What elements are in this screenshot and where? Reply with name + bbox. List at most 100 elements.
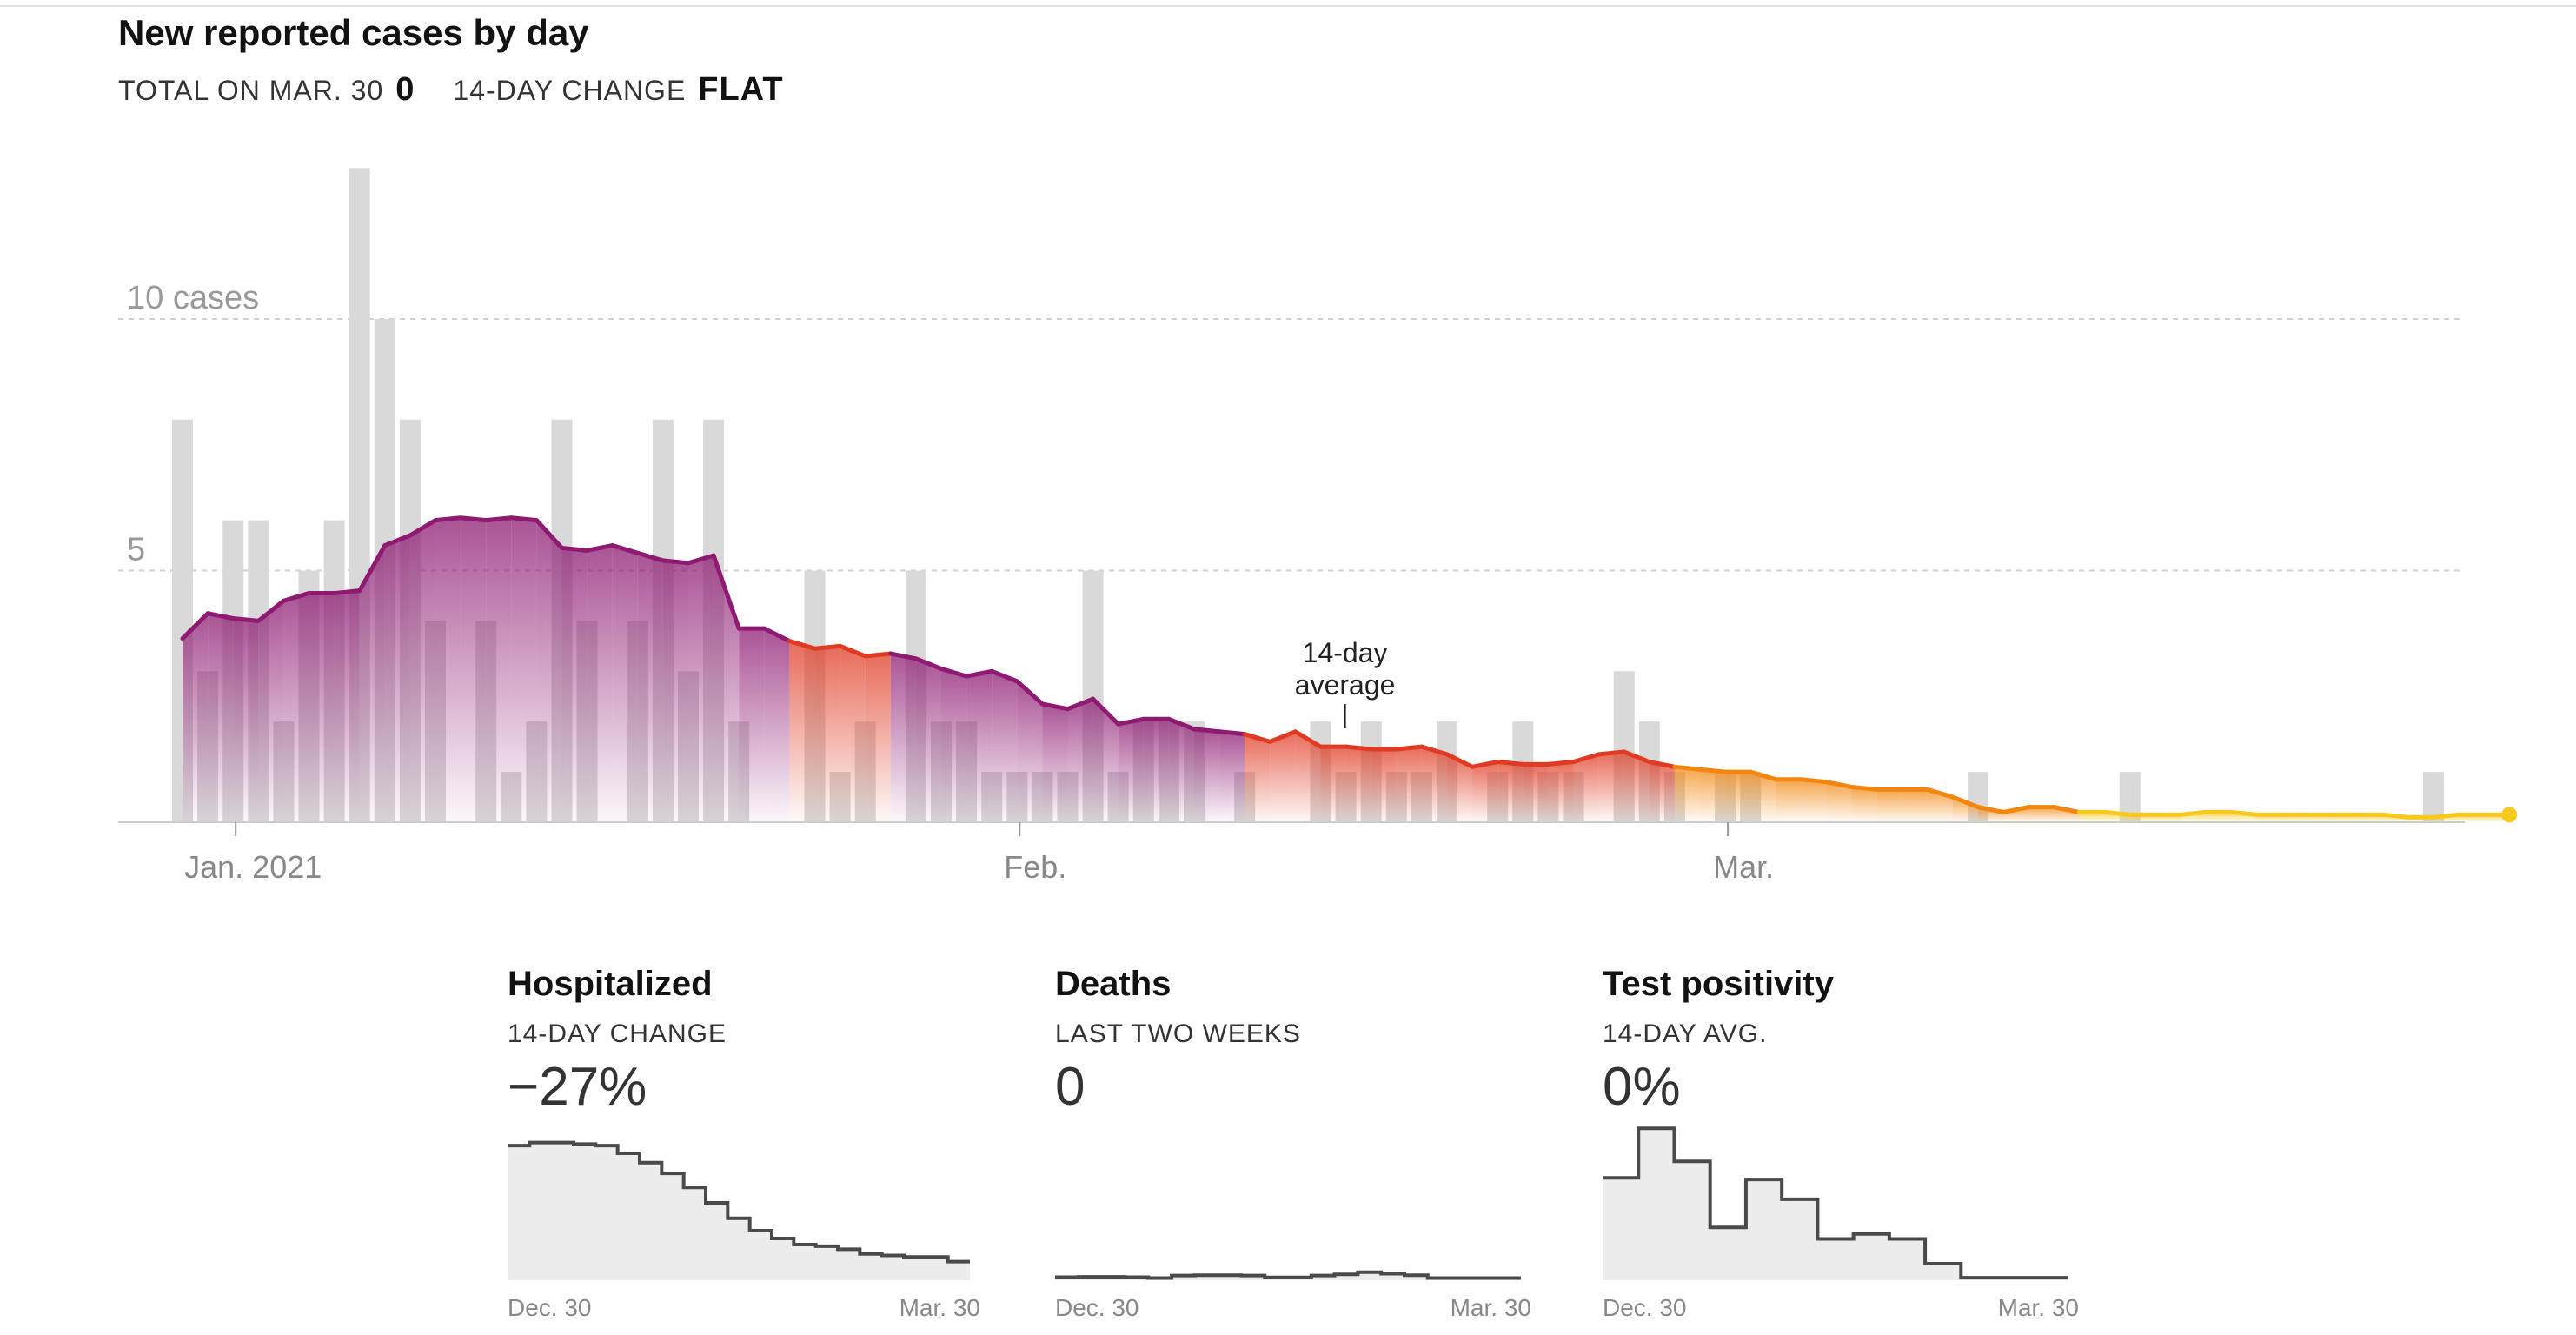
- average-area-segment: [359, 545, 385, 822]
- hospitalized-end-label: Mar. 30: [900, 1294, 980, 1321]
- average-line-segment: [281, 591, 311, 603]
- hospitalized-value: −27%: [508, 1057, 647, 1117]
- deaths-value: 0: [1055, 1057, 1086, 1117]
- average-line-segment: [1824, 780, 1855, 789]
- average-area-segment: [1472, 761, 1498, 822]
- average-area-segment: [1953, 797, 1979, 822]
- average-area-segment: [1826, 781, 1852, 822]
- average-area-segment: [739, 628, 765, 822]
- hospitalized-subtitle: 14-DAY CHANGE: [508, 1020, 727, 1048]
- total-label: TOTAL ON MAR. 30: [118, 75, 384, 106]
- average-line-segment: [1849, 784, 1880, 792]
- average-area-segment: [814, 646, 840, 822]
- average-line-segment: [888, 651, 919, 661]
- test-positivity-subtitle: 14-DAY AVG.: [1603, 1020, 1768, 1048]
- average-line-segment: [1647, 760, 1677, 769]
- average-line-segment: [787, 639, 817, 651]
- average-area-segment: [1876, 789, 1902, 822]
- average-area-segment: [1168, 719, 1194, 822]
- average-line-segment: [1344, 744, 1374, 752]
- average-line-segment: [1798, 777, 1829, 785]
- average-line-segment: [560, 545, 590, 553]
- deaths-title: Deaths: [1055, 965, 1172, 1003]
- average-area-segment: [1219, 731, 1245, 822]
- average-area-segment: [208, 613, 234, 822]
- average-area-segment: [1700, 769, 1726, 822]
- average-line-segment: [408, 518, 438, 538]
- average-line-segment: [661, 558, 691, 566]
- test-positivity-panel: Test positivity 14-DAY AVG. 0%: [1603, 965, 2089, 1118]
- average-line-segment: [2102, 809, 2133, 817]
- average-area-segment: [511, 517, 537, 822]
- total-value: 0: [395, 71, 415, 108]
- hospitalized-area: [508, 1142, 970, 1280]
- average-line-segment: [964, 668, 994, 679]
- average-line-segment: [635, 550, 666, 563]
- average-area-segment: [992, 671, 1018, 822]
- average-area-segment: [461, 517, 487, 822]
- average-area-segment: [536, 520, 562, 822]
- x-tick-label: Feb.: [1004, 849, 1066, 885]
- latest-average-dot: [2501, 807, 2518, 823]
- average-area-segment: [1345, 747, 1371, 822]
- average-area-segment: [587, 545, 613, 822]
- average-area-segment: [183, 613, 209, 822]
- average-line-segment: [838, 643, 868, 659]
- average-area-segment: [258, 601, 284, 822]
- average-line-segment: [332, 588, 362, 596]
- average-area-segment: [1447, 754, 1473, 822]
- test-positivity-area: [1603, 1128, 2068, 1280]
- average-area-segment: [233, 618, 259, 822]
- chart-title: New reported cases by day: [118, 12, 589, 53]
- average-line-segment: [2380, 812, 2411, 820]
- average-area-segment: [1902, 789, 1928, 822]
- average-line-segment: [1672, 764, 1703, 772]
- x-tick-label: Mar.: [1713, 849, 1774, 885]
- average-line-segment: [1470, 760, 1500, 769]
- hospitalized-panel: Hospitalized 14-DAY CHANGE −27%: [508, 965, 994, 1118]
- average-line-segment: [1292, 729, 1323, 749]
- change-value: FLAT: [698, 71, 784, 108]
- average-line-segment: [1267, 729, 1298, 744]
- average-line-segment: [230, 616, 261, 623]
- top-divider: [0, 5, 2576, 7]
- average-area-segment: [1598, 751, 1624, 822]
- deaths-line: [1055, 1270, 1521, 1280]
- y-tick-label: 5: [127, 532, 145, 568]
- average-line-segment: [205, 611, 236, 621]
- average-line-segment: [357, 543, 388, 594]
- average-area-segment: [1042, 703, 1068, 822]
- average-area-segment: [1725, 772, 1751, 822]
- y-tick-label: 10 cases: [127, 280, 259, 316]
- average-area-segment: [1851, 787, 1877, 822]
- average-area-segment: [764, 628, 790, 822]
- average-line-segment: [913, 656, 944, 671]
- test-positivity-value: 0%: [1603, 1057, 1681, 1117]
- average-area-segment: [1801, 779, 1827, 822]
- hospitalized-title: Hospitalized: [508, 965, 713, 1003]
- average-area-segment: [890, 654, 916, 822]
- average-area-segment: [1776, 779, 1802, 822]
- average-line-segment: [585, 543, 615, 553]
- average-line-segment: [686, 553, 716, 566]
- average-area-segment: [309, 593, 335, 822]
- average-area-segment: [1927, 789, 1953, 822]
- average-area-segment: [1118, 719, 1144, 822]
- average-line-segment: [1091, 696, 1121, 727]
- average-line-segment: [1419, 744, 1450, 757]
- average-line-segment: [1166, 716, 1197, 732]
- average-area-segment: [966, 671, 993, 822]
- average-area-segment: [435, 517, 461, 822]
- average-line-segment: [1039, 701, 1070, 712]
- average-line-segment: [2001, 805, 2031, 814]
- average-area-segment: [1649, 761, 1675, 822]
- average-area-segment: [1421, 747, 1447, 822]
- average-line-segment: [610, 543, 641, 555]
- average-line-segment: [1545, 760, 1576, 767]
- average-line-segment: [1444, 752, 1475, 769]
- average-area-segment: [612, 545, 638, 822]
- average-area-segment: [283, 593, 309, 822]
- deaths-panel: Deaths LAST TWO WEEKS 0: [1055, 965, 1542, 1118]
- average-area-segment: [2028, 807, 2055, 822]
